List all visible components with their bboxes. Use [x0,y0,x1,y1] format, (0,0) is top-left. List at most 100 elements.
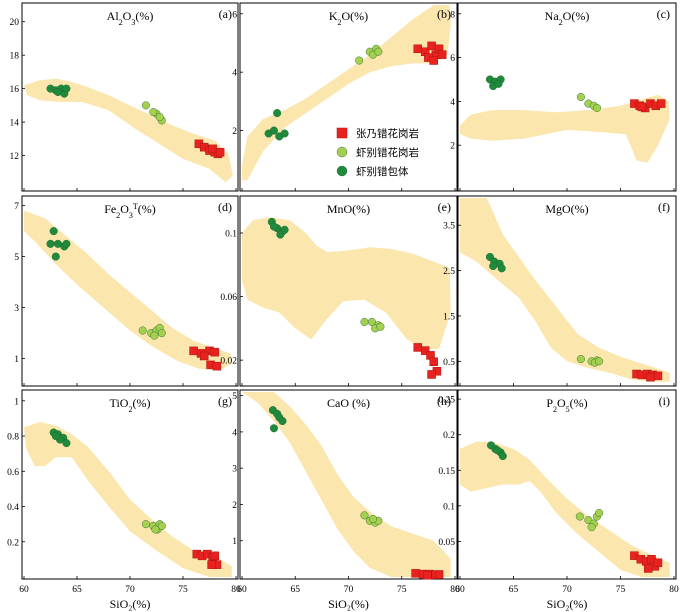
point-h-s2-4 [275,413,284,422]
legend-item-0: 张乃错花岗岩 [336,127,419,140]
panel-label-g: (g) [218,394,232,408]
xtick-label-c0-4: 80 [231,585,241,595]
point-b-s2-3 [280,129,289,138]
panel-label-h: (h) [437,394,451,408]
point-i-s0-6 [653,558,663,568]
ytick-label-i-3: 0.2 [443,431,455,441]
panel-label-f: (f) [658,200,670,214]
point-b-s2-4 [273,109,282,118]
field-c [460,94,670,163]
point-a-s1-3 [155,113,164,122]
point-a-s1-4 [149,108,158,117]
ytick-label-g-4: 1 [14,397,19,407]
point-b-s1-0 [355,56,364,65]
panel-label-d: (d) [218,200,232,214]
point-i-s1-5 [595,508,604,517]
point-e-s0-0 [413,343,422,352]
ytick-label-c-1: 4 [450,98,455,108]
ytick-label-c-3: 8 [450,10,455,20]
point-f-s1-4 [595,357,604,366]
ytick-label-g-1: 0.4 [7,503,19,513]
xtick-label-c0-0: 60 [19,585,29,595]
xtick-label-c2-4: 80 [669,585,679,595]
point-f-s0-4 [653,371,663,381]
panel-a: 12 14 16 18 20 Al2O3(%) (a) [10,2,239,192]
point-h-s2-3 [269,424,278,433]
point-f-s1-0 [576,355,585,364]
panel-g: 0.2 0.4 0.6 0.8 1 TiO2(%) (g) [7,389,239,580]
point-g-s2-3 [62,439,71,448]
point-b-s0-2 [427,41,436,51]
panel-title-d: Fe2O3T(%) [104,202,156,220]
xtick-label-c1-0: 60 [237,585,247,595]
ytick-label-g-0: 0.2 [7,538,19,548]
xtick-label-c0-3: 75 [178,585,188,595]
x-axis-labels: 60 65 70 75 80 SiO₂(%) 60 65 70 75 80 SiO₂(%) 60 65 70… [19,585,679,611]
ytick-label-b-0: 2 [232,127,237,137]
point-c-s1-0 [576,92,585,101]
legend-marker-0 [336,127,348,139]
ytick-label-i-4: 0.25 [438,396,455,406]
point-e-s0-5 [427,370,436,379]
point-d-s0-4 [210,347,220,357]
xtick-label-c1-3: 75 [397,585,407,595]
legend-label-0: 张乃错花岗岩 [356,127,419,140]
panel-title-e: MnO(%) [327,202,370,216]
ytick-label-e-1: 0.06 [220,293,237,303]
field-g [24,422,232,577]
frame-c [457,2,677,192]
point-d-s2-3 [62,239,71,248]
point-e-s1-1 [367,318,376,327]
panel-h: 1 2 3 4 5 CaO (%) (h) [232,389,458,580]
xtick-label-c1-1: 65 [291,585,301,595]
point-d-s1-5 [157,329,166,338]
xtick-label-c0-2: 70 [125,585,135,595]
ytick-label-a-1: 14 [10,119,20,129]
panel-i: 0.05 0.1 0.15 0.2 0.25 P2O5(%) (i) [438,389,677,580]
point-f-s2-4 [489,262,498,271]
ytick-label-h-3: 4 [232,428,237,438]
x-axis-title-c1: SiO₂(%) [328,597,369,611]
panel-f: 0.5 1.5 2.5 3.5 MgO(%) (f) [443,195,677,387]
panel-title-c: Na2O(%) [545,9,590,27]
ytick-label-e-0: 0.02 [220,357,237,367]
point-a-s2-5 [62,84,71,93]
ytick-label-f-0: 0.5 [443,358,455,368]
xtick-label-c1-2: 70 [344,585,354,595]
ytick-label-d-0: 1 [14,355,19,365]
point-b-s2-1 [269,126,278,135]
legend-label-2: 虾别错包体 [356,165,409,178]
point-g-s1-5 [151,525,160,534]
point-g-s1-0 [141,520,150,529]
legend-marker-1 [336,146,348,158]
point-e-s0-3 [429,357,438,366]
point-h-s1-4 [368,514,377,523]
ytick-label-c-2: 6 [450,54,455,64]
panel-label-e: (e) [438,200,451,214]
point-e-s2-4 [280,225,289,234]
point-d-s0-0 [189,346,198,356]
panel-c: 2 4 6 8 Na2O(%) (c) [450,2,677,192]
ytick-label-h-2: 3 [232,465,237,475]
ytick-label-c-0: 2 [450,142,455,152]
panel-label-i: (i) [659,394,670,408]
ytick-label-b-2: 6 [232,10,237,20]
point-d-s2-5 [46,239,55,248]
point-d-s0-6 [212,361,222,371]
xtick-label-c2-1: 65 [509,585,519,595]
point-b-s0-7 [437,50,447,59]
legend-label-1: 虾别错花岗岩 [356,146,419,159]
point-g-s2-5 [51,432,60,441]
field-d [24,210,232,370]
panel-title-a: Al2O3(%) [107,9,154,27]
point-a-s1-0 [141,101,150,110]
point-e-s0-1 [420,346,430,355]
point-b-s0-6 [429,56,438,65]
ytick-label-b-1: 4 [232,69,237,79]
ytick-label-a-0: 12 [10,152,20,162]
point-h-s1-0 [360,511,369,520]
legend-item-1: 虾别错花岗岩 [336,146,419,159]
